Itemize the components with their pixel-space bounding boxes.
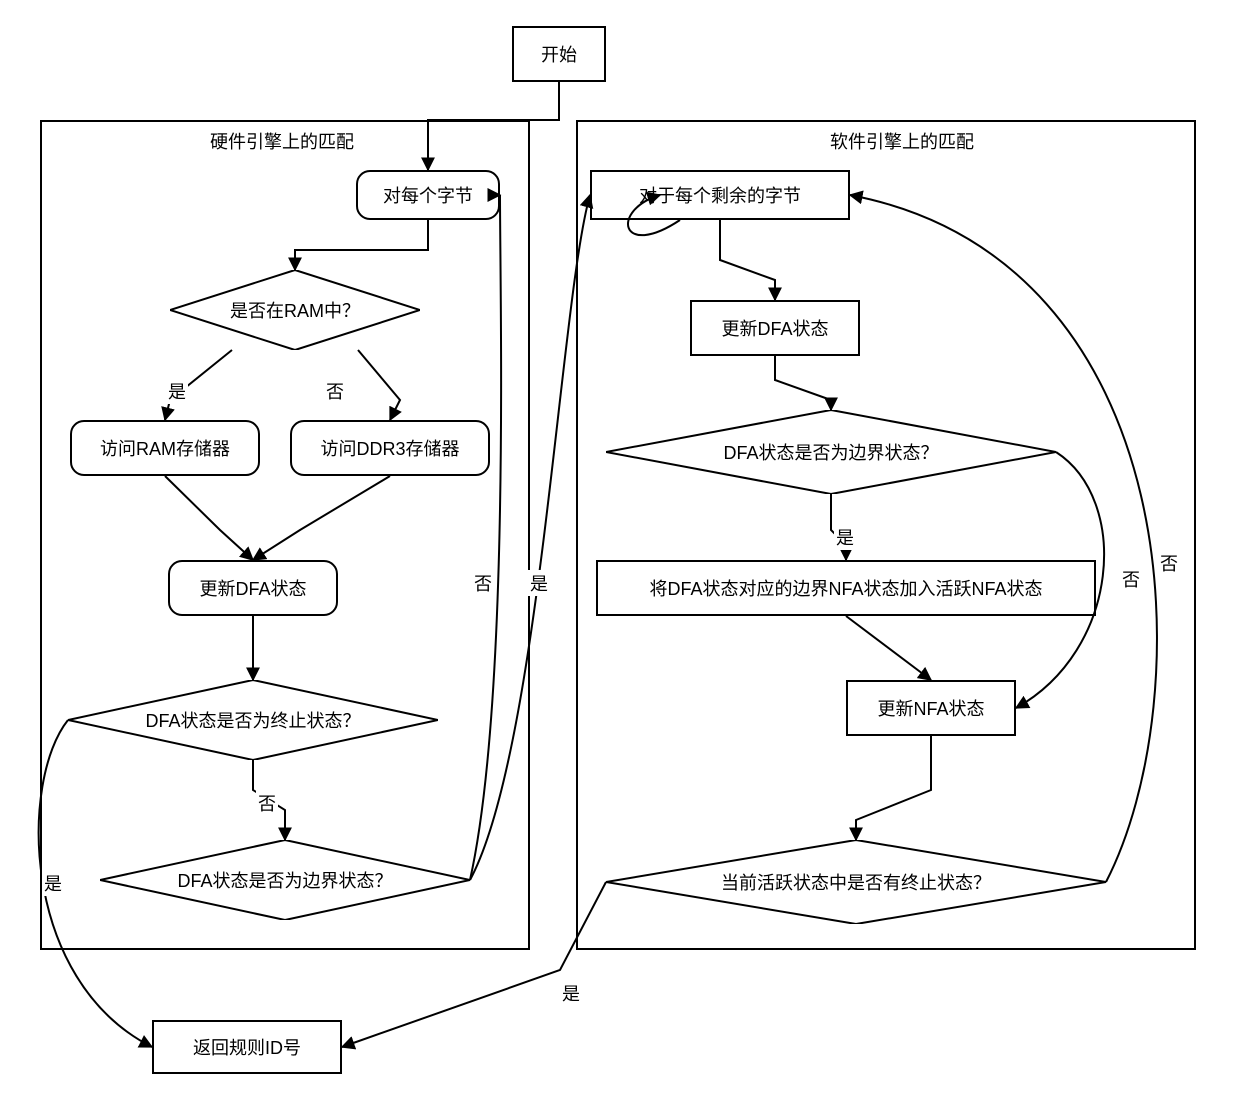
node-sw-upd-dfa: 更新DFA状态: [690, 300, 860, 356]
label-hw-ddr: 访问DDR3存储器: [320, 435, 459, 461]
node-sw-upd-nfa: 更新NFA状态: [846, 680, 1016, 736]
label-hw-in-ram: 是否在RAM中？: [230, 297, 360, 323]
label-start: 开始: [541, 41, 577, 67]
label-sw-add-nfa: 将DFA状态对应的边界NFA状态加入活跃NFA状态: [649, 575, 1042, 601]
node-hw-term: DFA状态是否为终止状态？: [68, 680, 438, 760]
edge-label-sw_bound_y: 是: [834, 524, 856, 550]
edge-label-sw_term_y: 是: [560, 980, 582, 1006]
edge-label-hw_bound_y: 是: [528, 570, 550, 596]
label-return: 返回规则ID号: [193, 1034, 301, 1060]
panel-hardware-title: 硬件引擎上的匹配: [210, 128, 354, 154]
label-sw-bound: DFA状态是否为边界状态？: [723, 439, 938, 465]
node-sw-bound: DFA状态是否为边界状态？: [606, 410, 1056, 494]
label-sw-upd-dfa: 更新DFA状态: [721, 315, 828, 341]
label-hw-ram: 访问RAM存储器: [100, 435, 230, 461]
panel-software-title: 软件引擎上的匹配: [830, 128, 974, 154]
node-sw-add-nfa: 将DFA状态对应的边界NFA状态加入活跃NFA状态: [596, 560, 1096, 616]
edge-label-hw_term: 否: [256, 790, 278, 816]
label-sw-term: 当前活跃状态中是否有终止状态？: [721, 869, 991, 895]
label-hw-upd: 更新DFA状态: [199, 575, 306, 601]
label-hw-bound: DFA状态是否为边界状态？: [177, 867, 392, 893]
node-hw-ram: 访问RAM存储器: [70, 420, 260, 476]
label-hw-byte: 对每个字节: [383, 182, 473, 208]
label-sw-byte: 对于每个剩余的字节: [639, 182, 801, 208]
edge-label-hw_in_ram: 否: [324, 378, 346, 404]
node-hw-ddr: 访问DDR3存储器: [290, 420, 490, 476]
node-hw-in-ram: 是否在RAM中？: [170, 270, 420, 350]
node-hw-byte: 对每个字节: [356, 170, 500, 220]
node-start: 开始: [512, 26, 606, 82]
edge-label-sw_term_n: 否: [1158, 550, 1180, 576]
label-hw-term: DFA状态是否为终止状态？: [145, 707, 360, 733]
edge-label-hw_in_ram: 是: [166, 378, 188, 404]
node-hw-bound: DFA状态是否为边界状态？: [100, 840, 470, 920]
edge-label-hw_term_y: 是: [42, 870, 64, 896]
node-sw-term: 当前活跃状态中是否有终止状态？: [606, 840, 1106, 924]
node-hw-upd: 更新DFA状态: [168, 560, 338, 616]
node-return: 返回规则ID号: [152, 1020, 342, 1074]
edge-label-hw_bound_n: 否: [472, 570, 494, 596]
label-sw-upd-nfa: 更新NFA状态: [877, 695, 984, 721]
edge-label-sw_bound_n: 否: [1120, 566, 1142, 592]
node-sw-byte: 对于每个剩余的字节: [590, 170, 850, 220]
panel-hardware: [40, 120, 530, 950]
panel-software: [576, 120, 1196, 950]
